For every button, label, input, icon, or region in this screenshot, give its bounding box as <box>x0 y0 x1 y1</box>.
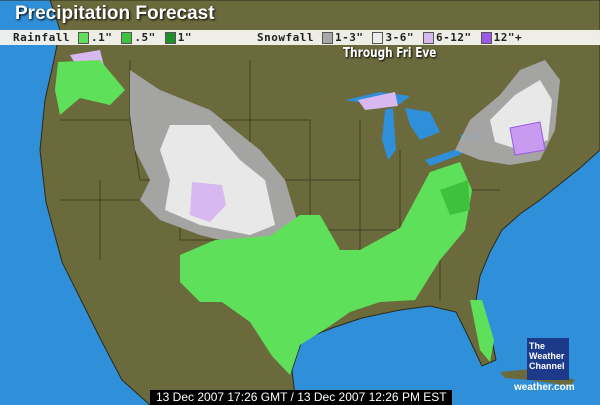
legend-label: 1" <box>177 31 192 44</box>
rain-05-southeast <box>440 180 470 215</box>
snowfall-label: Snowfall <box>256 31 314 44</box>
swatch <box>372 31 384 44</box>
legend-snow-12-plus: 12"+ <box>480 31 523 44</box>
legend-bar: Rainfall .1" .5" 1" Snowfall 1-3" 3-6" 6… <box>0 30 600 45</box>
legend-rain-01: .1" <box>77 31 113 44</box>
legend-snow-1-3: 1-3" <box>321 31 364 44</box>
swatch <box>77 31 89 44</box>
rain-01-south <box>180 162 472 375</box>
legend-label: 12"+ <box>493 31 523 44</box>
rain-01-pacific-nw <box>55 60 125 115</box>
timestamp-bar: 13 Dec 2007 17:26 GMT / 13 Dec 2007 12:2… <box>150 390 452 405</box>
snowfall-legend: Snowfall 1-3" 3-6" 6-12" 12"+ <box>257 31 531 44</box>
swatch <box>164 31 176 44</box>
weather-channel-logo: The Weather Channel <box>527 338 569 380</box>
map-title: Precipitation Forecast <box>15 3 215 24</box>
swatch <box>121 31 133 44</box>
snow-6-12-michigan <box>358 92 398 110</box>
swatch <box>321 31 333 44</box>
rainfall-legend: Rainfall .1" .5" 1" <box>13 31 201 44</box>
rainfall-label: Rainfall <box>13 31 70 44</box>
snow-12-plus-northeast <box>509 121 546 156</box>
legend-label: 1-3" <box>334 31 364 44</box>
rainfall-areas <box>55 60 494 375</box>
swatch <box>422 31 434 44</box>
swatch <box>480 31 492 44</box>
rain-01-florida <box>470 300 494 362</box>
site-link[interactable]: weather.com <box>514 382 575 393</box>
legend-rain-1: 1" <box>164 31 192 44</box>
legend-label: .1" <box>90 31 113 44</box>
snow-6-12-colorado <box>190 182 226 222</box>
snow-3-6-west <box>160 125 275 235</box>
logo-text: The Weather Channel <box>529 341 565 371</box>
legend-snow-6-12: 6-12" <box>422 31 472 44</box>
legend-rain-05: .5" <box>121 31 155 44</box>
forecast-period: Through Fri Eve <box>343 46 437 61</box>
legend-label: 6-12" <box>435 31 472 44</box>
legend-label: 3-6" <box>385 31 414 44</box>
legend-label: .5" <box>134 31 156 44</box>
legend-snow-3-6: 3-6" <box>372 31 414 44</box>
